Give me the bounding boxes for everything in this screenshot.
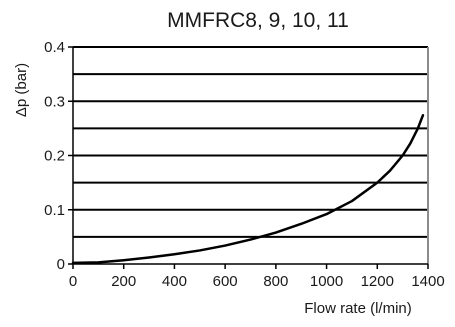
y-tick-label-1: 0.1 — [44, 202, 65, 219]
y-tick-label-0: 0 — [57, 256, 65, 273]
grid-lines — [73, 46, 428, 238]
x-tick-label-5: 1000 — [310, 273, 343, 290]
y-tick-label-2: 0.2 — [44, 148, 65, 165]
axes — [68, 46, 429, 269]
x-tick-label-1: 200 — [111, 273, 136, 290]
y-tick-label-4: 0.4 — [44, 39, 65, 56]
x-tick-label-7: 1400 — [411, 273, 444, 290]
x-tick-label-2: 400 — [162, 273, 187, 290]
chart-title: MMFRC8, 9, 10, 11 — [167, 9, 349, 32]
x-tick-label-6: 1200 — [361, 273, 394, 290]
x-tick-label-3: 600 — [213, 273, 238, 290]
y-tick-label-3: 0.3 — [44, 93, 65, 110]
x-tick-label-4: 800 — [263, 273, 288, 290]
x-tick-label-0: 0 — [69, 273, 77, 290]
series-layer — [71, 114, 425, 265]
y-axis-label: Δp (bar) — [13, 63, 30, 117]
tick-labels: 0 0.1 0.2 0.3 0.4 0 200 400 600 800 1000 1200 1400 — [44, 39, 445, 290]
series-line-0 — [71, 114, 425, 265]
x-axis-label: Flow rate (l/min) — [304, 300, 412, 317]
